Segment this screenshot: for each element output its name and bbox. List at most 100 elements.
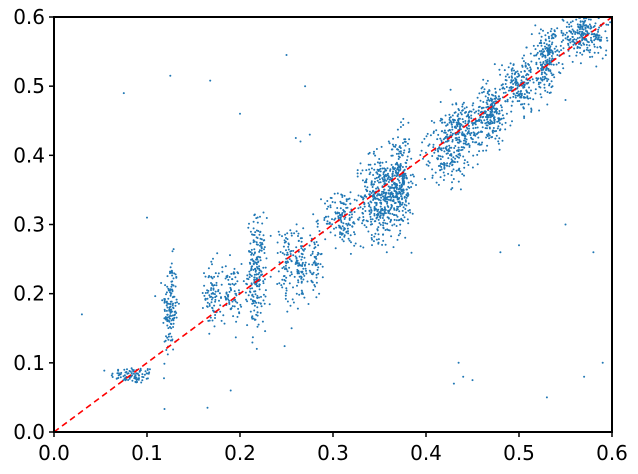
data-point xyxy=(407,121,410,124)
data-point xyxy=(438,146,441,149)
data-point xyxy=(384,198,387,200)
data-point xyxy=(171,290,174,293)
data-point xyxy=(583,38,586,41)
data-point xyxy=(546,58,549,61)
data-point xyxy=(369,215,372,218)
data-point xyxy=(256,306,259,309)
data-point xyxy=(171,338,174,341)
data-point xyxy=(221,270,224,273)
data-point xyxy=(546,31,549,34)
data-point xyxy=(303,256,306,259)
data-point xyxy=(206,289,209,292)
data-point xyxy=(466,127,469,130)
data-point xyxy=(357,218,360,221)
data-point xyxy=(527,73,530,76)
data-point xyxy=(531,78,534,81)
data-point xyxy=(470,110,473,113)
data-point xyxy=(264,330,267,333)
data-point xyxy=(276,283,279,285)
data-point xyxy=(564,223,567,226)
data-point xyxy=(508,76,511,79)
data-point xyxy=(477,131,480,134)
data-point xyxy=(551,74,554,77)
data-point xyxy=(262,234,265,237)
data-point xyxy=(395,196,397,199)
data-point xyxy=(397,158,400,160)
data-point xyxy=(256,267,259,270)
data-point xyxy=(338,226,341,229)
data-point xyxy=(354,242,357,245)
data-point xyxy=(327,205,330,208)
data-point xyxy=(391,184,394,186)
data-point xyxy=(174,285,177,288)
data-point xyxy=(168,317,171,320)
data-point xyxy=(175,316,178,319)
data-point xyxy=(265,257,268,260)
data-point xyxy=(263,246,266,249)
data-point xyxy=(339,218,342,221)
data-point xyxy=(307,303,310,305)
data-point xyxy=(540,42,543,45)
data-point xyxy=(447,148,450,151)
data-point xyxy=(480,107,483,110)
data-point xyxy=(312,213,315,216)
data-point xyxy=(383,183,386,186)
data-point xyxy=(431,174,434,177)
data-point xyxy=(370,211,373,214)
data-point xyxy=(373,212,376,215)
data-point xyxy=(123,374,126,377)
data-point xyxy=(170,283,173,286)
data-point xyxy=(385,251,388,254)
data-point xyxy=(339,216,342,219)
data-point xyxy=(411,182,414,185)
data-point xyxy=(594,35,597,38)
data-point xyxy=(316,225,319,228)
data-point xyxy=(509,81,512,84)
data-point xyxy=(206,305,208,308)
data-point xyxy=(557,61,560,64)
data-point xyxy=(362,216,365,218)
data-point xyxy=(347,223,350,226)
data-point xyxy=(341,238,344,241)
data-point xyxy=(169,314,172,317)
data-point xyxy=(465,115,468,118)
data-point xyxy=(317,262,320,265)
data-point xyxy=(260,305,263,308)
data-point xyxy=(473,111,476,114)
data-point xyxy=(390,163,393,166)
data-point xyxy=(259,302,262,305)
data-point xyxy=(348,239,351,242)
data-point xyxy=(370,234,373,236)
data-point xyxy=(397,152,400,155)
data-point xyxy=(549,30,552,33)
data-point xyxy=(444,146,447,149)
data-point xyxy=(214,290,217,293)
data-point xyxy=(364,210,367,212)
data-point xyxy=(377,187,380,190)
data-point xyxy=(441,155,444,158)
data-point xyxy=(290,234,293,237)
data-point xyxy=(172,277,175,280)
data-point xyxy=(492,114,495,117)
data-point xyxy=(404,236,407,239)
data-point xyxy=(323,219,326,221)
data-point xyxy=(548,57,551,60)
data-point xyxy=(524,62,527,64)
data-point xyxy=(171,250,174,253)
data-point xyxy=(482,90,485,93)
data-point xyxy=(207,267,210,270)
data-point xyxy=(467,164,470,166)
data-point xyxy=(292,249,295,252)
data-point xyxy=(380,145,383,148)
data-point xyxy=(599,39,601,42)
data-point xyxy=(250,267,253,270)
data-point xyxy=(225,291,228,294)
data-point xyxy=(233,290,236,293)
data-point xyxy=(376,172,379,175)
data-point xyxy=(459,125,462,128)
data-point xyxy=(589,25,592,28)
data-point xyxy=(262,280,265,283)
data-point xyxy=(571,36,574,38)
data-point xyxy=(304,261,307,264)
data-point xyxy=(548,50,551,53)
